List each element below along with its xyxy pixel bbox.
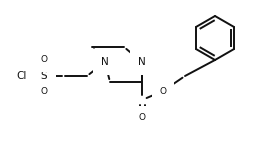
Text: O: O [159,87,166,95]
Text: O: O [138,113,145,123]
Text: O: O [40,88,48,96]
Text: N: N [101,57,109,67]
Text: S: S [41,71,47,81]
Text: N: N [138,57,146,67]
Text: Cl: Cl [17,71,27,81]
Text: O: O [40,55,48,65]
